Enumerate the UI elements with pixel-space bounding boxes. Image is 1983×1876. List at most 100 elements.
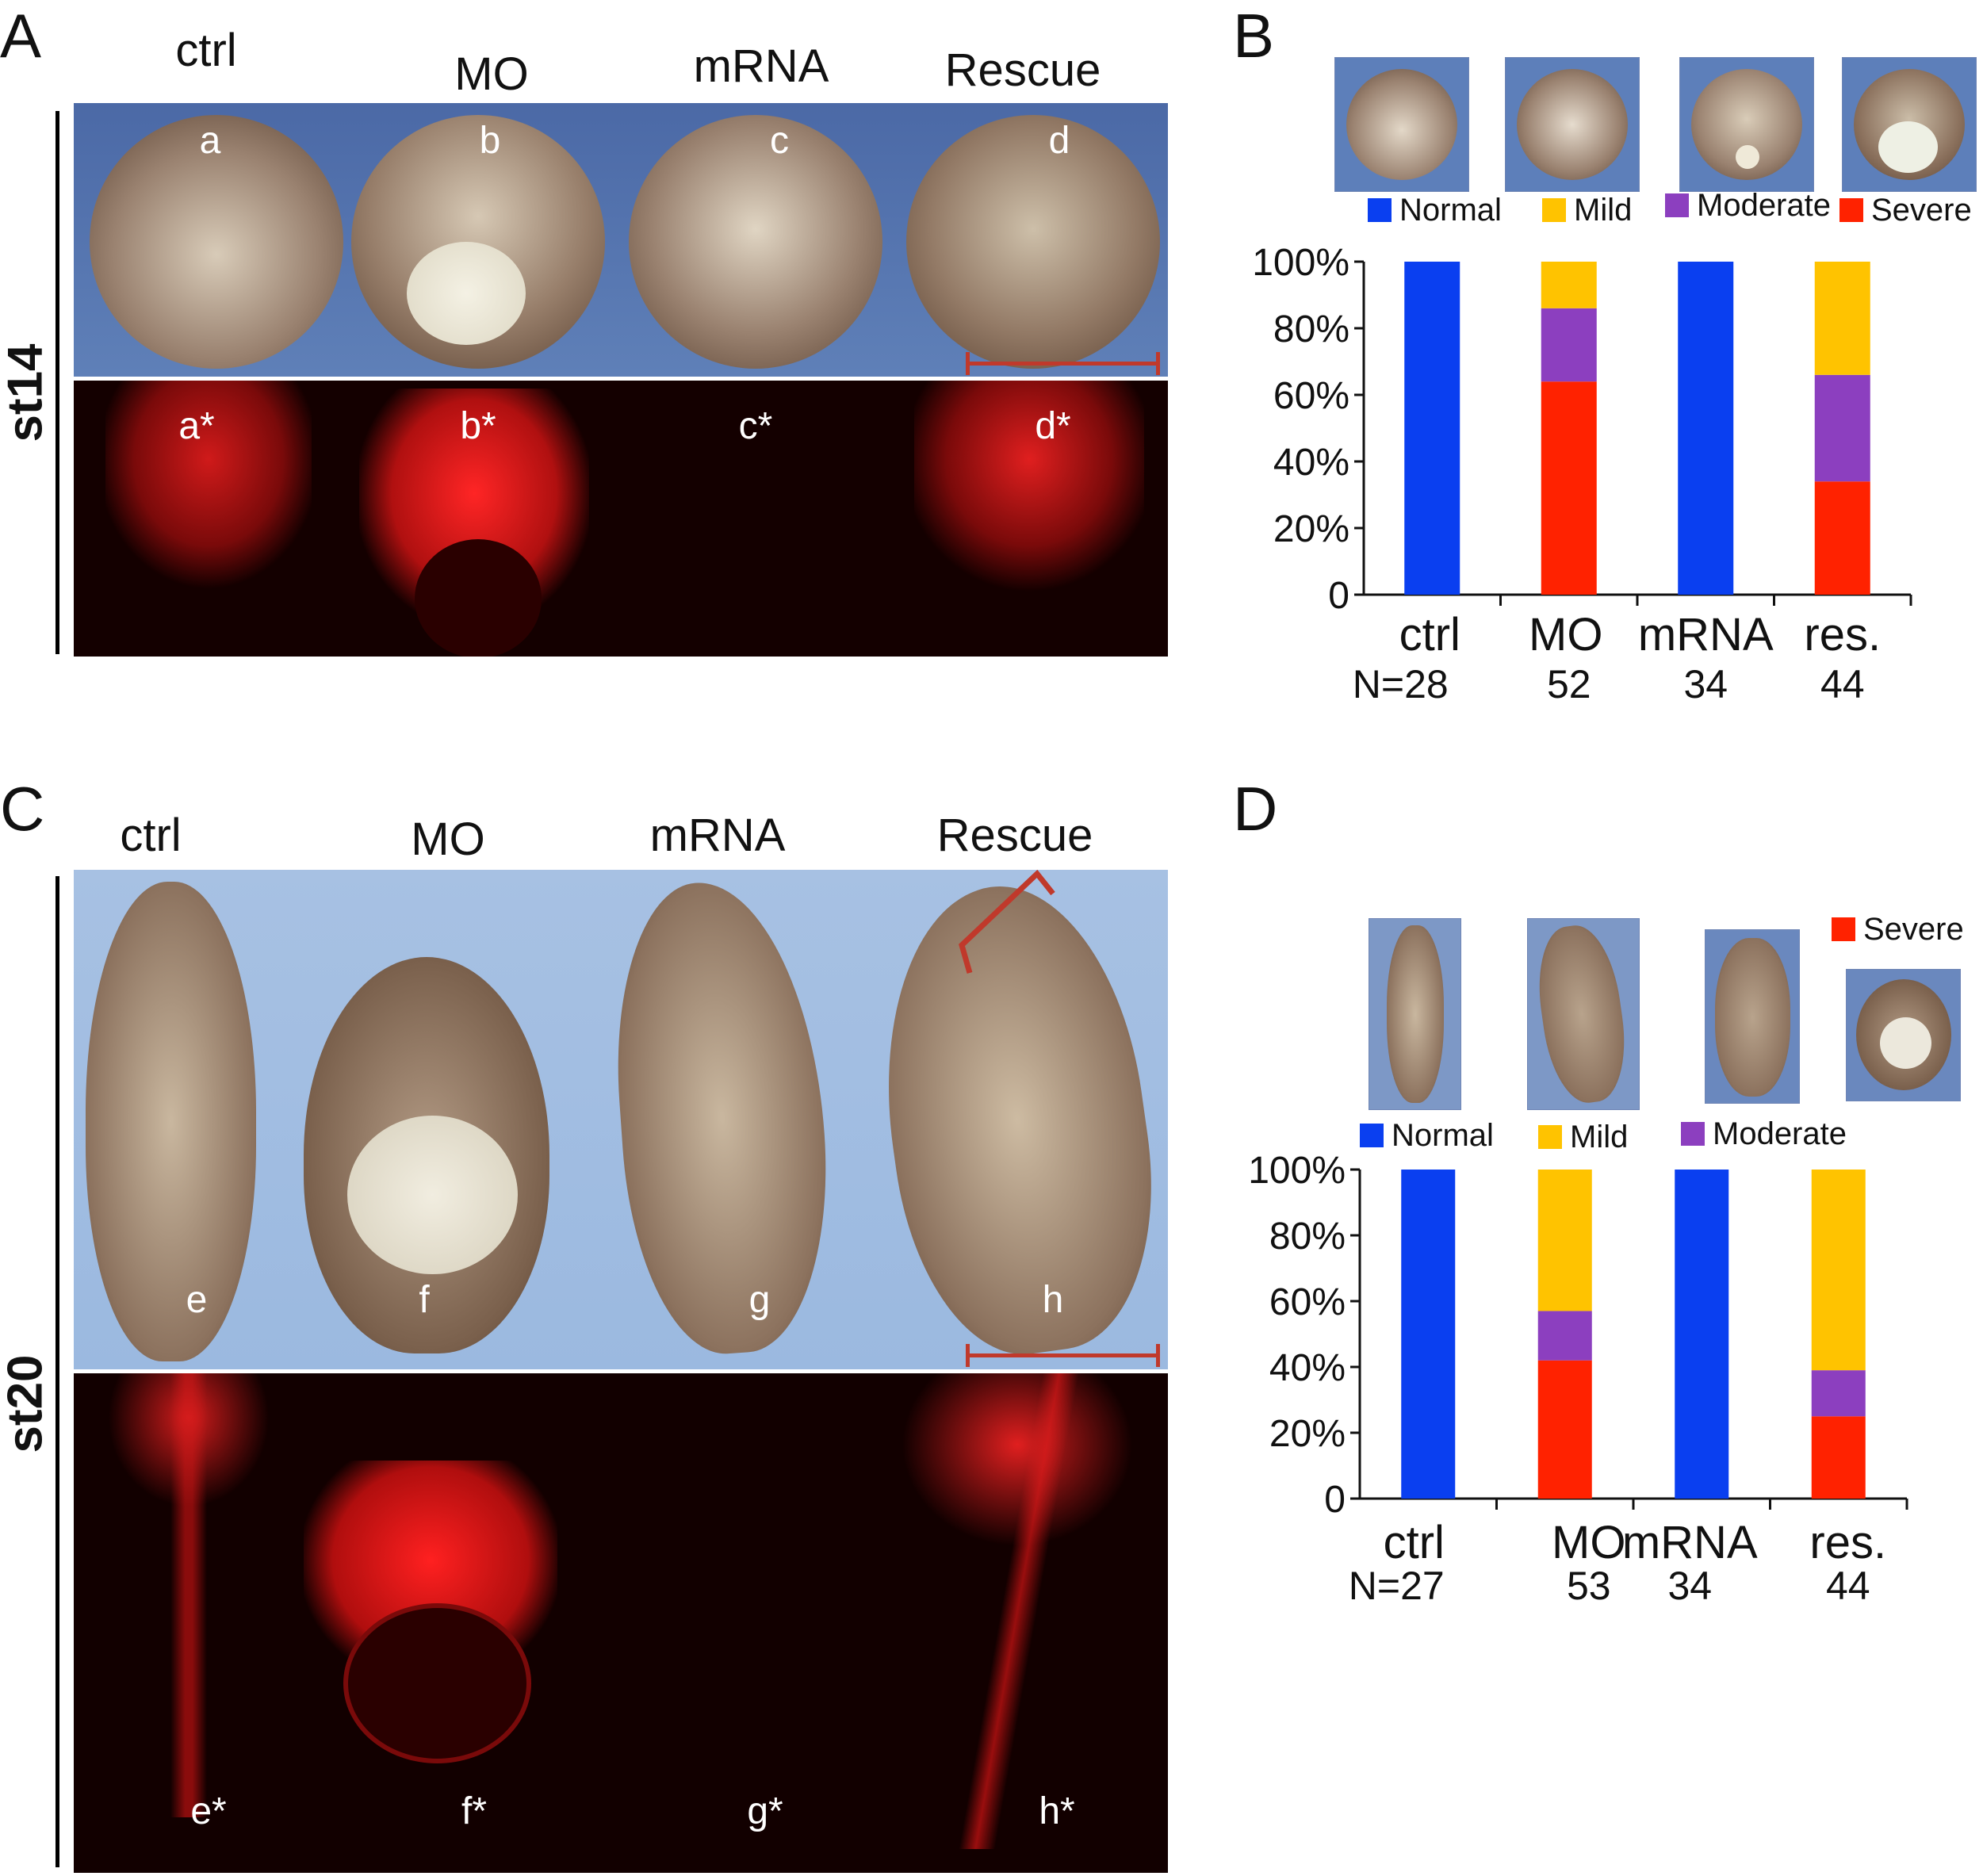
stage-label-st20: st20 [0, 1354, 53, 1453]
y-tick-label: 80% [1269, 1216, 1346, 1258]
chart-d: Normal Mild Moderate Severe 0 20% 40% 60% 80% 100… [1248, 912, 1964, 1608]
y-tick-label: 0 [1328, 575, 1349, 617]
bar-res-severe [1814, 481, 1870, 595]
thumb-mild-b [1505, 57, 1640, 192]
legend-label-severe: Severe [1871, 193, 1972, 228]
x-category-label: res. [1804, 609, 1881, 660]
stage-bracket-line-c [56, 876, 59, 1867]
y-tick-label: 40% [1273, 442, 1349, 484]
n-label: 53 [1567, 1564, 1611, 1608]
legend-label-severe: Severe [1863, 912, 1964, 947]
y-tick-label: 0 [1324, 1479, 1346, 1521]
legend-swatch-mild [1542, 198, 1566, 222]
label-g: g [748, 1279, 771, 1321]
legend-swatch-severe [1839, 198, 1863, 222]
thumb-severe-d [1846, 969, 1961, 1101]
stage-label-st14: st14 [0, 343, 53, 442]
bar-mRNA-normal [1678, 262, 1734, 595]
legend-swatch-normal [1360, 1124, 1384, 1147]
stage-bracket-line [56, 111, 59, 654]
bar-res-mild [1814, 262, 1870, 375]
fluorescence-d [914, 381, 1144, 642]
bar-MO-severe [1541, 381, 1597, 595]
legend-swatch-severe [1832, 917, 1855, 941]
column-header-mo: MO [454, 48, 529, 100]
st20-fluorescence-strip: e* f* g* h* [74, 1373, 1168, 1873]
thumb-moderate-b [1679, 57, 1814, 192]
label-d-star: d* [1035, 405, 1071, 447]
bar-res-mild [1811, 1170, 1866, 1371]
bar-ctrl-normal [1404, 262, 1460, 595]
label-f: f [419, 1279, 430, 1321]
x-category-label: MO [1552, 1517, 1625, 1568]
n-label: 44 [1820, 662, 1865, 706]
legend-label-moderate: Moderate [1713, 1116, 1847, 1151]
n-label: 52 [1547, 662, 1591, 706]
label-g-star: g* [747, 1790, 783, 1832]
x-category-label: mRNA [1622, 1517, 1758, 1568]
column-header-rescue: Rescue [944, 44, 1101, 96]
thumb-severe-b [1842, 57, 1977, 192]
label-c: c [770, 120, 789, 162]
panel-letter-d: D [1233, 774, 1278, 844]
column-header-mrna-c: mRNA [649, 810, 786, 861]
legend-swatch-normal [1368, 198, 1392, 222]
scale-bar-c [966, 1344, 1160, 1367]
fluorescence-a [105, 381, 312, 642]
column-header-ctrl: ctrl [175, 25, 237, 76]
embryo-d [898, 103, 1168, 377]
bar-res-moderate [1811, 1370, 1866, 1417]
thumb-mild-d [1527, 918, 1640, 1110]
panel-letter-b: B [1233, 1, 1275, 71]
y-tick-label: 100% [1252, 242, 1349, 284]
bar-ctrl-normal [1401, 1170, 1456, 1499]
legend-swatch-moderate [1665, 193, 1689, 217]
label-d: d [1048, 120, 1070, 162]
legend-swatch-moderate [1681, 1122, 1705, 1146]
label-e-star: e* [190, 1790, 227, 1832]
label-h-star: h* [1039, 1790, 1075, 1832]
embryo-c [613, 103, 898, 377]
bar-MO-moderate [1541, 308, 1597, 382]
column-header-rescue-c: Rescue [936, 810, 1093, 861]
n-label: 34 [1667, 1564, 1712, 1608]
x-category-label: mRNA [1638, 609, 1774, 660]
st14-brightfield-strip: a b c d [74, 103, 1168, 377]
fluorescence-h [894, 1373, 1140, 1849]
y-tick-label: 100% [1248, 1150, 1346, 1192]
n-label: 34 [1683, 662, 1728, 706]
bar-res-severe [1811, 1416, 1866, 1499]
st14-fluorescence-strip: a* b* c* d* [74, 381, 1168, 657]
x-category-label: MO [1529, 609, 1602, 660]
label-b: b [479, 120, 501, 162]
thumb-normal-b [1334, 57, 1469, 192]
label-b-star: b* [460, 405, 496, 447]
y-tick-label: 80% [1273, 308, 1349, 350]
legend-label-moderate: Moderate [1697, 190, 1831, 223]
y-tick-label: 20% [1269, 1413, 1346, 1455]
embryo-e [86, 882, 256, 1361]
n-label: N=28 [1353, 662, 1449, 706]
n-label: N=27 [1349, 1564, 1445, 1608]
bar-MO-severe [1537, 1360, 1592, 1499]
column-header-mrna: mRNA [693, 40, 829, 92]
embryo-a [74, 103, 343, 377]
chart-b: Normal Mild Moderate Severe 0 20% 40% 60% 80% 100… [1252, 190, 1972, 706]
x-category-label: ctrl [1384, 1517, 1445, 1568]
bar-MO-mild [1541, 262, 1597, 308]
legend-label-normal: Normal [1399, 193, 1502, 228]
embryo-b [343, 103, 613, 377]
label-h: h [1042, 1279, 1064, 1321]
st20-brightfield-strip: e f g h [74, 870, 1168, 1369]
scale-bar [966, 352, 1160, 375]
panel-letter-c: C [0, 774, 45, 844]
label-f-star: f* [461, 1790, 487, 1832]
label-a-star: a* [178, 405, 215, 447]
legend-swatch-mild [1538, 1125, 1562, 1149]
label-e: e [186, 1279, 208, 1321]
legend-label-mild: Mild [1574, 193, 1632, 228]
thumb-normal-d [1369, 918, 1461, 1110]
column-header-ctrl-c: ctrl [120, 810, 182, 861]
bar-MO-mild [1537, 1170, 1592, 1311]
y-tick-label: 20% [1273, 508, 1349, 550]
